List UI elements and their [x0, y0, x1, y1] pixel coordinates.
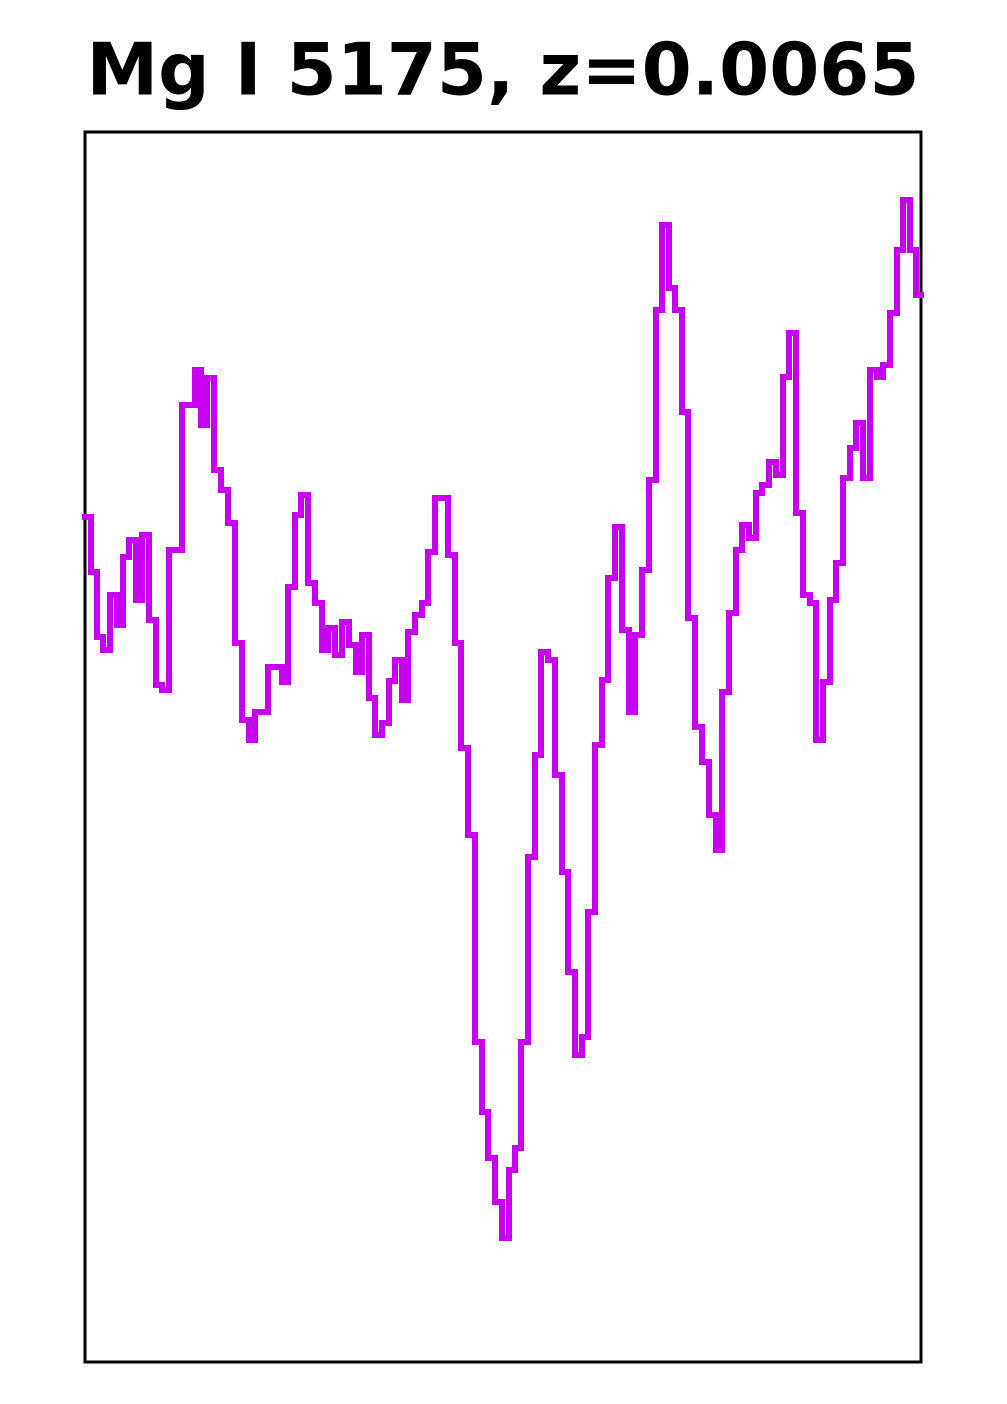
chart-title: Mg I 5175, z=0.0065	[87, 28, 920, 112]
plot-frame	[83, 130, 923, 1364]
